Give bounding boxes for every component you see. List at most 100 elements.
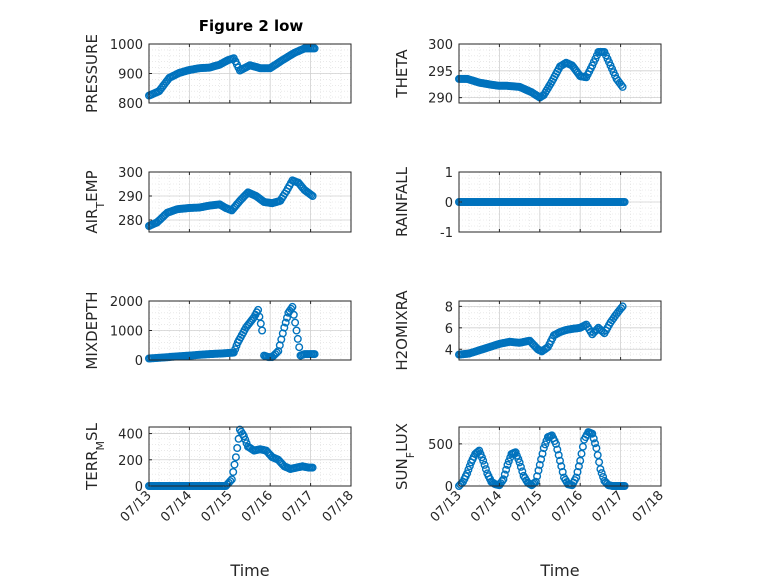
subplot-2: 290 295 300 THETA xyxy=(393,38,662,107)
y-label-subscript: M xyxy=(94,441,107,451)
data-point xyxy=(574,462,583,471)
y-tick-label: 4 xyxy=(445,343,453,358)
data-point xyxy=(552,439,561,448)
data-point xyxy=(233,444,242,453)
y-tick-label: 0 xyxy=(135,354,143,369)
data-point xyxy=(537,455,546,464)
subplot-1: 800 900 1000 PRESSURE xyxy=(83,34,352,113)
y-tick-label: 400 xyxy=(118,428,143,443)
y-tick-label: 300 xyxy=(118,166,143,181)
axes-frame xyxy=(458,43,662,104)
y-axis-label: AIRTEMP xyxy=(83,170,107,233)
data-point xyxy=(518,467,527,476)
x-axis-label: Time xyxy=(539,561,579,580)
y-label-part: AIR xyxy=(83,209,101,234)
y-tick-label: 900 xyxy=(118,68,143,83)
y-label-part: RAINFALL xyxy=(393,166,411,237)
y-tick-label: -1 xyxy=(440,226,453,241)
y-axis-label: RAINFALL xyxy=(393,166,411,237)
y-tick-label: 295 xyxy=(428,65,453,80)
figure-title: Figure 2 low xyxy=(199,17,304,35)
data-point xyxy=(588,429,597,438)
data-point xyxy=(229,468,238,477)
y-tick-label: 0 xyxy=(445,480,453,495)
axes-frame xyxy=(458,426,662,487)
y-label-part: H2OMIXRA xyxy=(393,290,411,371)
y-label-part: SL xyxy=(83,422,101,441)
y-label-part: TERR xyxy=(83,450,101,491)
y-tick-label: 800 xyxy=(118,97,143,112)
y-tick-label: 300 xyxy=(428,38,453,53)
y-tick-label: 0 xyxy=(445,196,453,211)
data-point xyxy=(289,310,298,319)
data-point xyxy=(272,348,281,357)
data-point xyxy=(596,465,605,474)
y-label-part: LUX xyxy=(393,423,411,452)
subplot-6: 4 6 8 H2OMIXRA xyxy=(393,290,662,371)
subplot-5: 0 1000 2000 MIXDEPTH xyxy=(83,291,352,370)
y-tick-label: 1 xyxy=(445,166,453,181)
x-tick-label: 07/15 xyxy=(509,488,546,525)
data-point xyxy=(589,434,598,443)
y-axis-label: MIXDEPTH xyxy=(83,291,101,369)
data-point xyxy=(504,457,513,466)
y-axis-label: PRESSURE xyxy=(83,34,101,113)
x-axis-label: Time xyxy=(229,561,269,580)
y-axis-label: SUNFLUX xyxy=(393,423,417,490)
data-point xyxy=(617,80,626,89)
data-point xyxy=(620,197,629,206)
y-tick-label: 500 xyxy=(428,438,453,453)
data-point xyxy=(258,326,267,335)
data-point xyxy=(480,460,489,469)
data-point xyxy=(308,463,317,472)
data-point xyxy=(556,456,565,465)
y-tick-label: 2000 xyxy=(110,295,143,310)
data-point xyxy=(292,326,301,335)
data-point xyxy=(541,440,550,449)
y-tick-label: 290 xyxy=(428,92,453,107)
x-tick-label: 07/14 xyxy=(158,488,195,525)
axes-frame xyxy=(148,171,352,233)
data-point xyxy=(503,460,512,469)
x-tick-label: 07/16 xyxy=(549,488,586,525)
subplot-4: -1 0 1 RAINFALL xyxy=(393,166,662,241)
data-point xyxy=(515,458,524,467)
y-tick-label: 0 xyxy=(135,480,143,495)
data-point xyxy=(578,442,587,451)
axes-frame xyxy=(458,300,662,361)
subplot-3: 280 290 300 AIRTEMP xyxy=(83,166,352,234)
x-tick-label: 07/18 xyxy=(630,488,667,525)
data-point xyxy=(553,445,562,454)
data-point xyxy=(539,444,548,453)
y-axis-label: THETA xyxy=(393,49,411,99)
data-point xyxy=(280,323,289,332)
data-point xyxy=(307,190,316,199)
y-axis-label: TERRMSL xyxy=(83,422,107,491)
data-point xyxy=(534,466,543,475)
data-point xyxy=(310,350,319,359)
data-point xyxy=(295,343,304,352)
y-axis-label: H2OMIXRA xyxy=(393,290,411,371)
data-point xyxy=(283,313,292,322)
y-label-part: THETA xyxy=(393,49,411,99)
y-label-part: MIXDEPTH xyxy=(83,291,101,369)
y-label-part: EMP xyxy=(83,170,101,201)
data-point xyxy=(481,465,490,474)
axes-frame xyxy=(148,426,352,487)
data-point xyxy=(499,475,508,484)
data-point xyxy=(310,44,319,53)
x-tick-label: 07/14 xyxy=(468,488,505,525)
data-point xyxy=(281,318,290,327)
y-label-part: PRESSURE xyxy=(83,34,101,113)
data-point xyxy=(531,477,540,486)
data-point xyxy=(591,439,600,448)
data-point xyxy=(230,460,239,469)
y-tick-label: 8 xyxy=(445,300,453,315)
data-point xyxy=(308,191,317,200)
data-point xyxy=(516,462,525,471)
y-tick-label: 280 xyxy=(118,214,143,229)
x-tick-label: 07/15 xyxy=(199,488,236,525)
